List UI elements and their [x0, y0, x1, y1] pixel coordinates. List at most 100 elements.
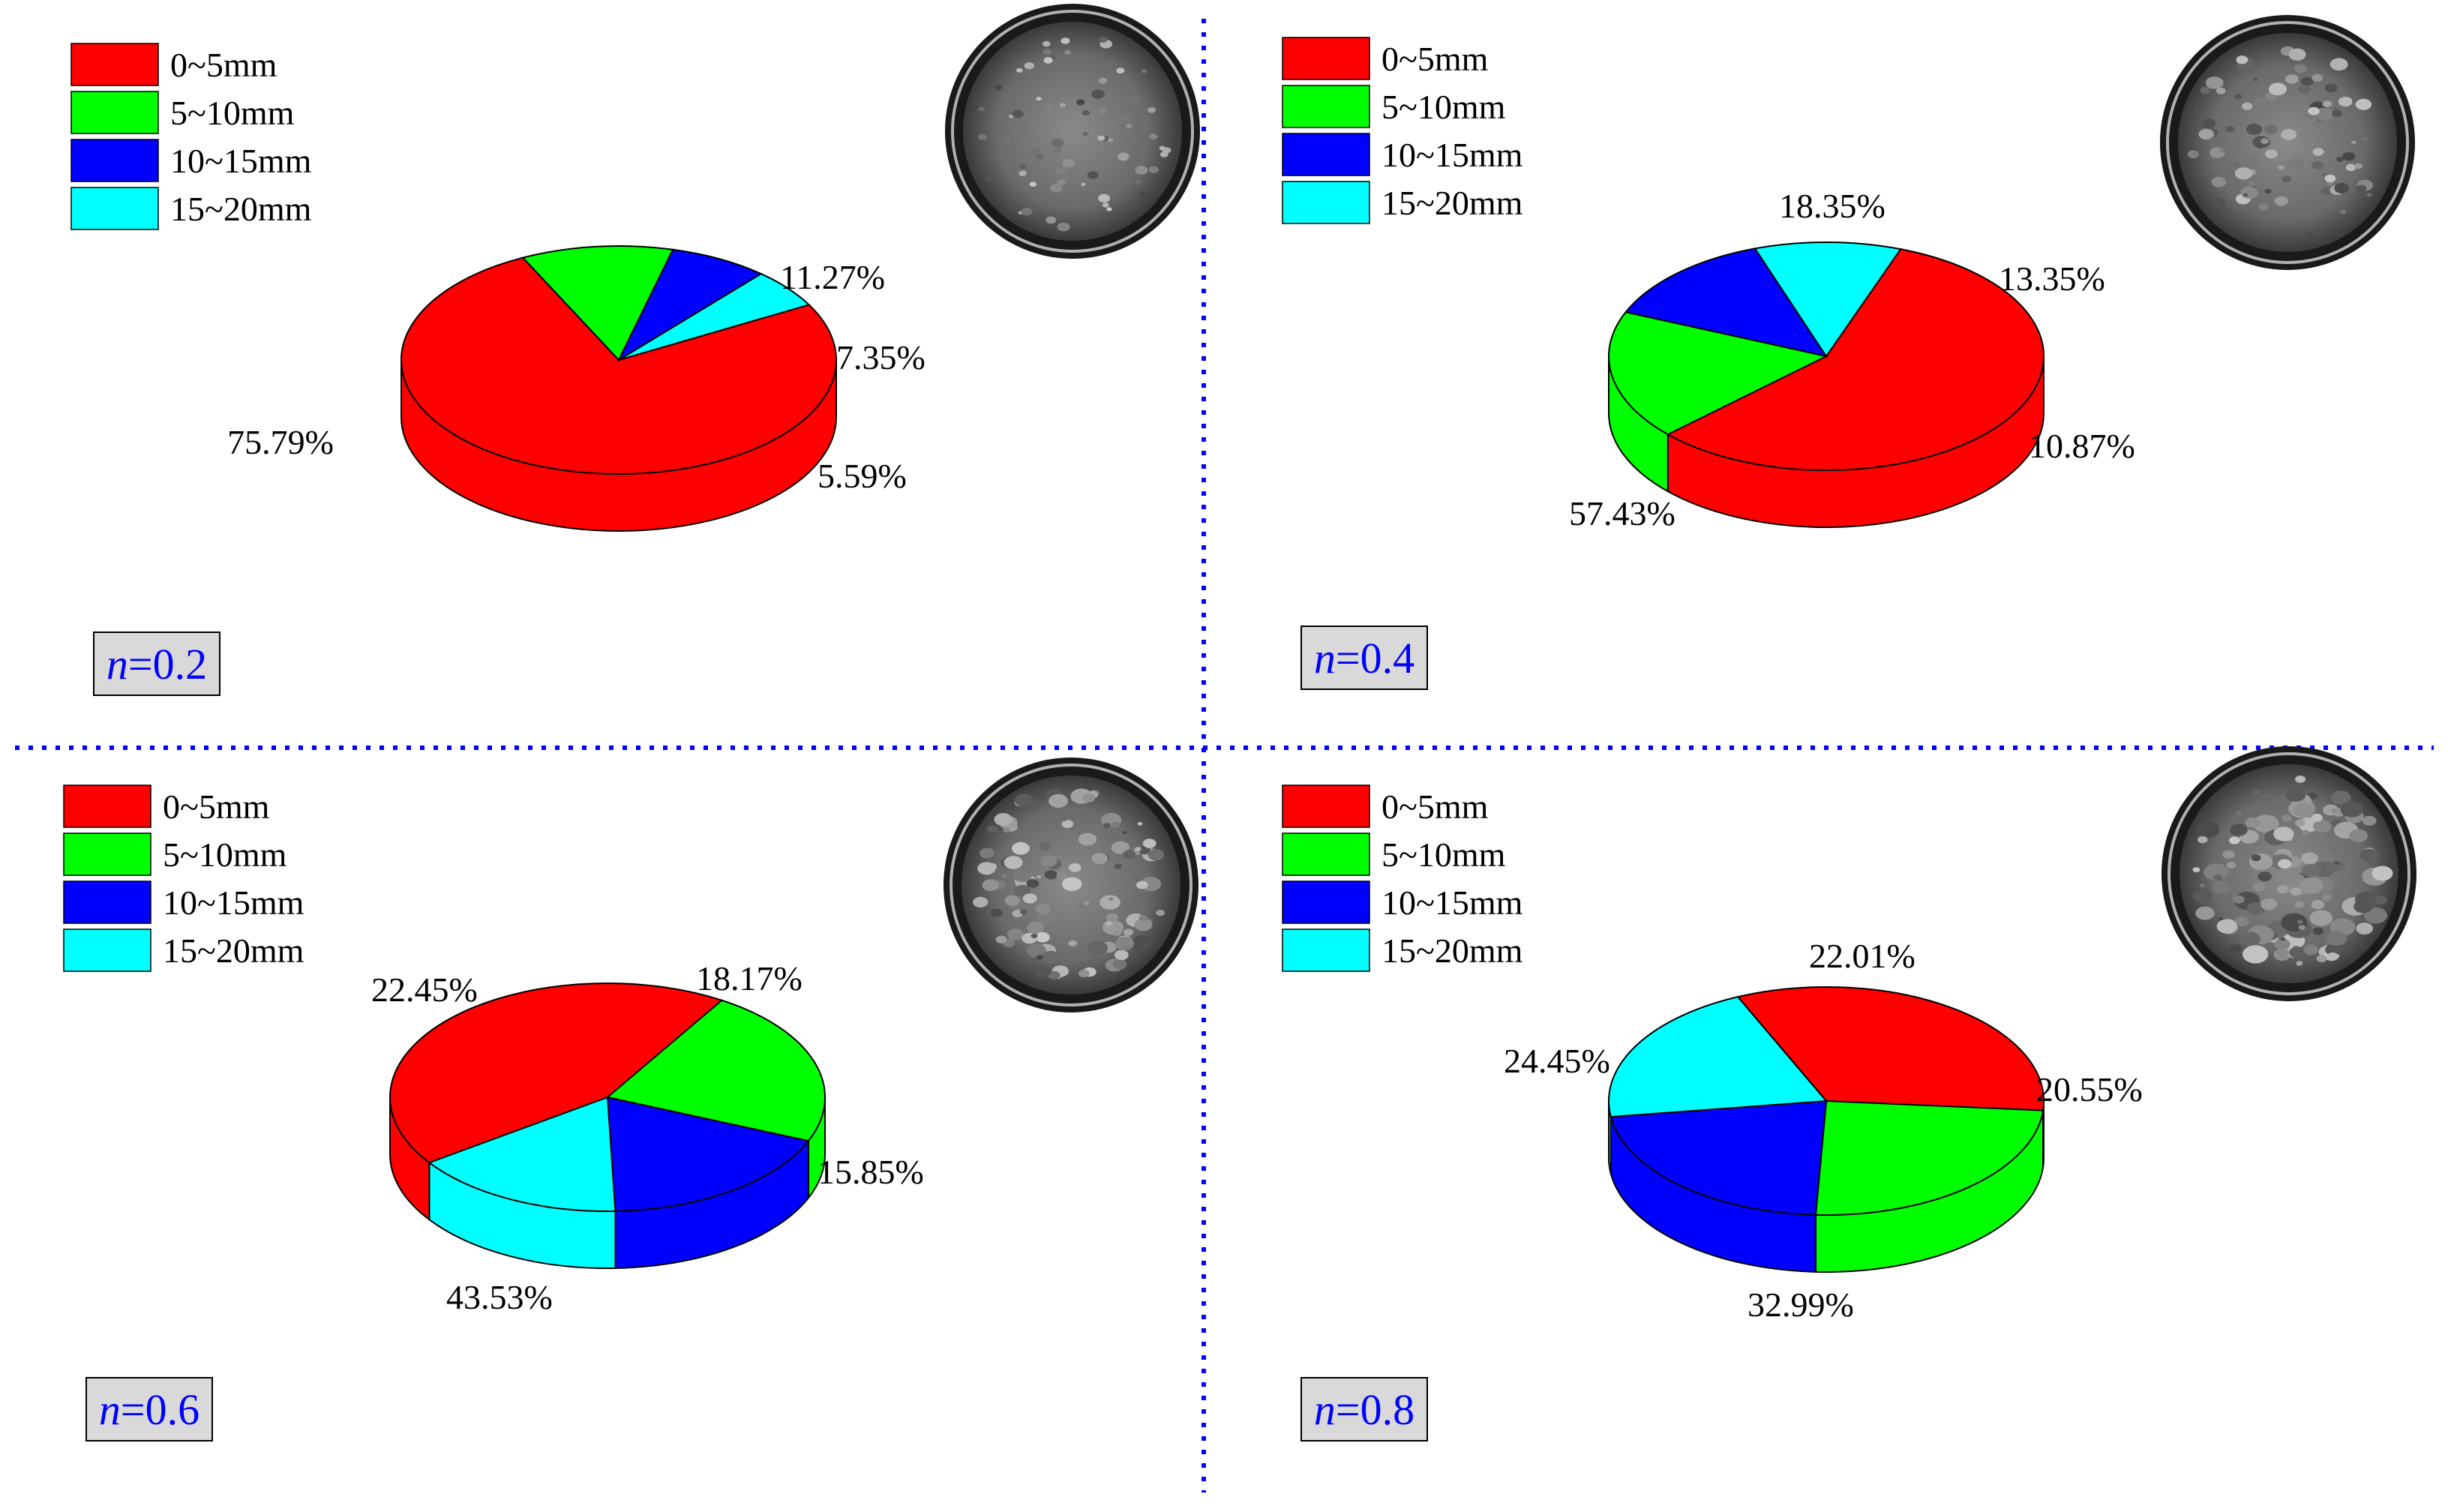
n-box-frame: [86, 1377, 213, 1442]
gravel-particle: [2213, 874, 2223, 881]
panel-top-left: 0~5mm 5~10mm 10~15mm 15~20mm 75.79% 11.27% 7.3…: [70, 4, 1200, 696]
gravel-particle: [1081, 182, 1086, 187]
gravel-particle: [2372, 866, 2393, 881]
gravel-particle: [2277, 885, 2290, 894]
gravel-particle: [2242, 945, 2269, 964]
gravel-particle: [2258, 872, 2272, 882]
gravel-particle: [2356, 184, 2367, 193]
gravel-particle: [1136, 880, 1148, 890]
gravel-particle: [1149, 134, 1158, 140]
gravel-particle: [1098, 36, 1108, 44]
gravel-particle: [2234, 94, 2242, 100]
gravel-particle: [2216, 919, 2238, 934]
legend: 0~5mm 5~10mm 10~15mm 15~20mm: [70, 43, 312, 230]
panel-top-right: 0~5mm 5~10mm 10~15mm 15~20mm 57.43% 18.35% 13.…: [1282, 15, 2415, 690]
pie-slice-5-10mm: [605, 999, 826, 1142]
gravel-particle: [1124, 946, 1131, 951]
gravel-particle: [1082, 794, 1096, 802]
gravel-particle: [1042, 950, 1060, 964]
gravel-particle: [1036, 874, 1042, 879]
gravel-particle: [1109, 60, 1114, 64]
gravel-particle: [1012, 868, 1032, 883]
gravel-particle: [1102, 823, 1111, 829]
gravel-particle: [2192, 889, 2212, 903]
gravel-particle: [1087, 171, 1099, 179]
gravel-particle: [1114, 950, 1129, 961]
gravel-particle: [2242, 102, 2253, 110]
gravel-particle: [2330, 790, 2351, 805]
pie-3d: 57.43% 18.35% 13.35% 10.87%: [1569, 187, 2135, 532]
sample-dish-photo: [945, 4, 1200, 259]
gravel-particle: [2200, 86, 2211, 94]
gravel-particle: [2288, 158, 2305, 170]
gravel-particle: [1114, 863, 1122, 869]
gravel-particle: [2321, 893, 2332, 902]
gravel-particle: [1142, 838, 1156, 848]
gravel-particle: [2282, 814, 2292, 822]
gravel-particle: [2229, 836, 2240, 844]
legend: 0~5mm 5~10mm 10~15mm 15~20mm: [1282, 784, 1523, 972]
gravel-particle: [1004, 895, 1020, 906]
gravel-particle: [1042, 49, 1052, 56]
gravel-particle: [2294, 819, 2306, 827]
gravel-particle: [2216, 87, 2226, 94]
data-label-5-10mm: 18.35%: [1779, 187, 1886, 225]
gravel-particle: [1021, 207, 1033, 216]
gravel-particle: [1062, 158, 1075, 168]
gravel-particle: [2366, 193, 2372, 197]
dish-rim-highlight: [950, 764, 1192, 1006]
pie-slice-15-20mm: [618, 272, 811, 361]
gravel-particle: [2246, 902, 2265, 915]
gravel-particle: [2253, 790, 2261, 796]
legend-swatch-5-10mm: [1282, 832, 1370, 876]
gravel-particle: [1102, 202, 1109, 208]
legend-label-15-20mm: 15~20mm: [1382, 184, 1523, 222]
gravel-particle: [1030, 848, 1037, 854]
gravel-particle: [1162, 147, 1172, 154]
gravel-particle: [1100, 895, 1120, 910]
gravel-particle: [1004, 856, 1023, 869]
gravel-particle: [1078, 194, 1084, 197]
legend-swatch-10-15mm: [1282, 880, 1370, 924]
gravel-particle: [1008, 115, 1014, 118]
gravel-particle: [2334, 182, 2350, 194]
gravel-particle: [2257, 145, 2262, 148]
sample-dish-photo: [2160, 15, 2415, 270]
gravel-particle: [1138, 190, 1149, 198]
gravel-particle: [1054, 147, 1063, 154]
n-value: =0.4: [1336, 634, 1414, 682]
gravel-particle: [1055, 167, 1066, 176]
gravel-particle: [1046, 216, 1057, 224]
gravel-particle: [1016, 68, 1023, 73]
gravel-particle: [1078, 969, 1090, 978]
gravel-particle: [1042, 40, 1051, 47]
gravel-particle: [2280, 937, 2286, 941]
gravel-particle: [2308, 106, 2320, 116]
gravel-particle: [1122, 831, 1127, 835]
gravel-particle: [2316, 955, 2327, 962]
gravel-particle: [2195, 906, 2215, 920]
n-value: =0.8: [1336, 1385, 1414, 1434]
gravel-particle: [2303, 944, 2319, 956]
n-box-label: n=0.6: [99, 1385, 200, 1434]
gravel-particle: [1029, 182, 1037, 187]
data-label-10-15mm: 13.35%: [1999, 260, 2105, 298]
gravel-particle: [2312, 148, 2324, 156]
data-label-0-5mm: 32.99%: [1748, 1286, 1854, 1324]
data-label-5-10mm: 11.27%: [780, 258, 885, 296]
gravel-particle: [2235, 811, 2242, 816]
gravel-particle: [2205, 76, 2224, 89]
legend-swatch-5-10mm: [1282, 85, 1370, 128]
gravel-particle: [1142, 69, 1147, 74]
pie-tops: [1608, 242, 2044, 471]
pie-slice-0-5mm: [1736, 986, 2044, 1112]
gravel-particle: [2325, 944, 2343, 956]
pie-slice-5-10mm: [1814, 1100, 2044, 1216]
gravel-particle: [2298, 85, 2311, 94]
gravel-particle: [2362, 815, 2377, 826]
gravel-particle: [2245, 817, 2260, 828]
gravel-particle: [1087, 940, 1108, 956]
legend-swatch-15-20mm: [1282, 928, 1370, 972]
gravel-particle: [1026, 879, 1040, 888]
